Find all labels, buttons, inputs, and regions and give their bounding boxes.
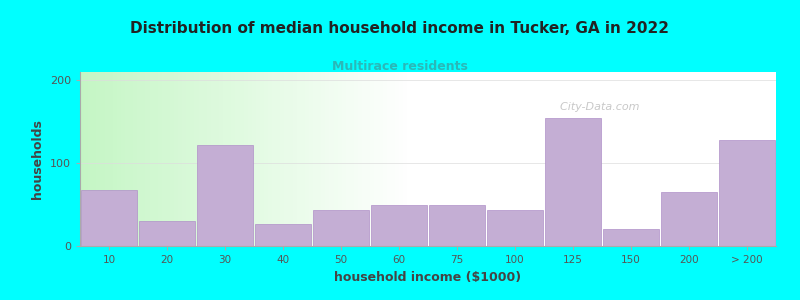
Bar bbox=[84, 72, 88, 246]
Bar bbox=[82, 190, 137, 246]
Bar bbox=[362, 72, 366, 246]
Bar bbox=[142, 72, 146, 246]
Bar bbox=[386, 72, 390, 246]
Bar bbox=[166, 72, 170, 246]
Bar bbox=[280, 72, 285, 246]
Bar bbox=[227, 72, 231, 246]
Bar bbox=[403, 72, 407, 246]
Bar bbox=[239, 72, 243, 246]
Bar bbox=[366, 72, 370, 246]
X-axis label: household income ($1000): household income ($1000) bbox=[334, 271, 522, 284]
Bar bbox=[92, 72, 96, 246]
Bar bbox=[314, 210, 369, 246]
Bar bbox=[178, 72, 182, 246]
Bar bbox=[133, 72, 138, 246]
Bar bbox=[198, 72, 202, 246]
Bar bbox=[322, 72, 326, 246]
Bar bbox=[80, 72, 84, 246]
Bar bbox=[146, 72, 150, 246]
Bar bbox=[150, 72, 154, 246]
Bar bbox=[109, 72, 113, 246]
Bar bbox=[301, 72, 305, 246]
Bar bbox=[129, 72, 133, 246]
Bar bbox=[268, 72, 272, 246]
Bar bbox=[260, 72, 264, 246]
Bar bbox=[487, 210, 542, 246]
Bar bbox=[182, 72, 186, 246]
Bar bbox=[219, 72, 223, 246]
Bar bbox=[139, 221, 194, 246]
Bar bbox=[186, 72, 190, 246]
Bar bbox=[117, 72, 121, 246]
Bar bbox=[354, 72, 358, 246]
Bar bbox=[370, 72, 374, 246]
Bar bbox=[170, 72, 174, 246]
Bar bbox=[297, 72, 301, 246]
Bar bbox=[350, 72, 354, 246]
Text: City-Data.com: City-Data.com bbox=[554, 102, 640, 112]
Bar bbox=[121, 72, 125, 246]
Bar bbox=[223, 72, 227, 246]
Bar bbox=[313, 72, 317, 246]
Bar bbox=[390, 72, 395, 246]
Bar bbox=[243, 72, 248, 246]
Bar bbox=[399, 72, 403, 246]
Text: Multirace residents: Multirace residents bbox=[332, 60, 468, 73]
Bar bbox=[174, 72, 178, 246]
Bar bbox=[382, 72, 386, 246]
Bar bbox=[285, 72, 289, 246]
Bar bbox=[330, 72, 334, 246]
Bar bbox=[211, 72, 215, 246]
Text: Distribution of median household income in Tucker, GA in 2022: Distribution of median household income … bbox=[130, 21, 670, 36]
Bar bbox=[158, 72, 162, 246]
Bar bbox=[88, 72, 92, 246]
Bar bbox=[719, 140, 774, 246]
Bar bbox=[334, 72, 338, 246]
Bar bbox=[138, 72, 142, 246]
Bar bbox=[101, 72, 105, 246]
Bar bbox=[113, 72, 117, 246]
Bar bbox=[338, 72, 342, 246]
Bar bbox=[346, 72, 350, 246]
Bar bbox=[235, 72, 239, 246]
Bar bbox=[231, 72, 235, 246]
Bar bbox=[430, 205, 485, 246]
Bar bbox=[342, 72, 346, 246]
Bar bbox=[309, 72, 313, 246]
Bar bbox=[162, 72, 166, 246]
Bar bbox=[272, 72, 276, 246]
Bar bbox=[194, 72, 198, 246]
Y-axis label: households: households bbox=[31, 119, 44, 199]
Bar bbox=[96, 72, 101, 246]
Bar bbox=[603, 230, 658, 246]
Bar bbox=[202, 72, 206, 246]
Bar bbox=[317, 72, 322, 246]
Bar bbox=[198, 145, 253, 246]
Bar bbox=[190, 72, 194, 246]
Bar bbox=[326, 72, 330, 246]
Bar bbox=[374, 72, 378, 246]
Bar bbox=[276, 72, 280, 246]
Bar bbox=[215, 72, 219, 246]
Bar bbox=[371, 205, 426, 246]
Bar bbox=[293, 72, 297, 246]
Bar bbox=[206, 72, 211, 246]
Bar bbox=[358, 72, 362, 246]
Bar bbox=[546, 118, 601, 246]
Bar bbox=[256, 72, 260, 246]
Bar bbox=[248, 72, 252, 246]
Bar bbox=[378, 72, 382, 246]
Bar bbox=[289, 72, 293, 246]
Bar bbox=[125, 72, 129, 246]
Bar bbox=[305, 72, 309, 246]
Bar bbox=[252, 72, 256, 246]
Bar bbox=[662, 192, 717, 246]
Bar bbox=[255, 224, 310, 246]
Bar bbox=[154, 72, 158, 246]
Bar bbox=[395, 72, 399, 246]
Bar bbox=[105, 72, 109, 246]
Bar bbox=[264, 72, 268, 246]
